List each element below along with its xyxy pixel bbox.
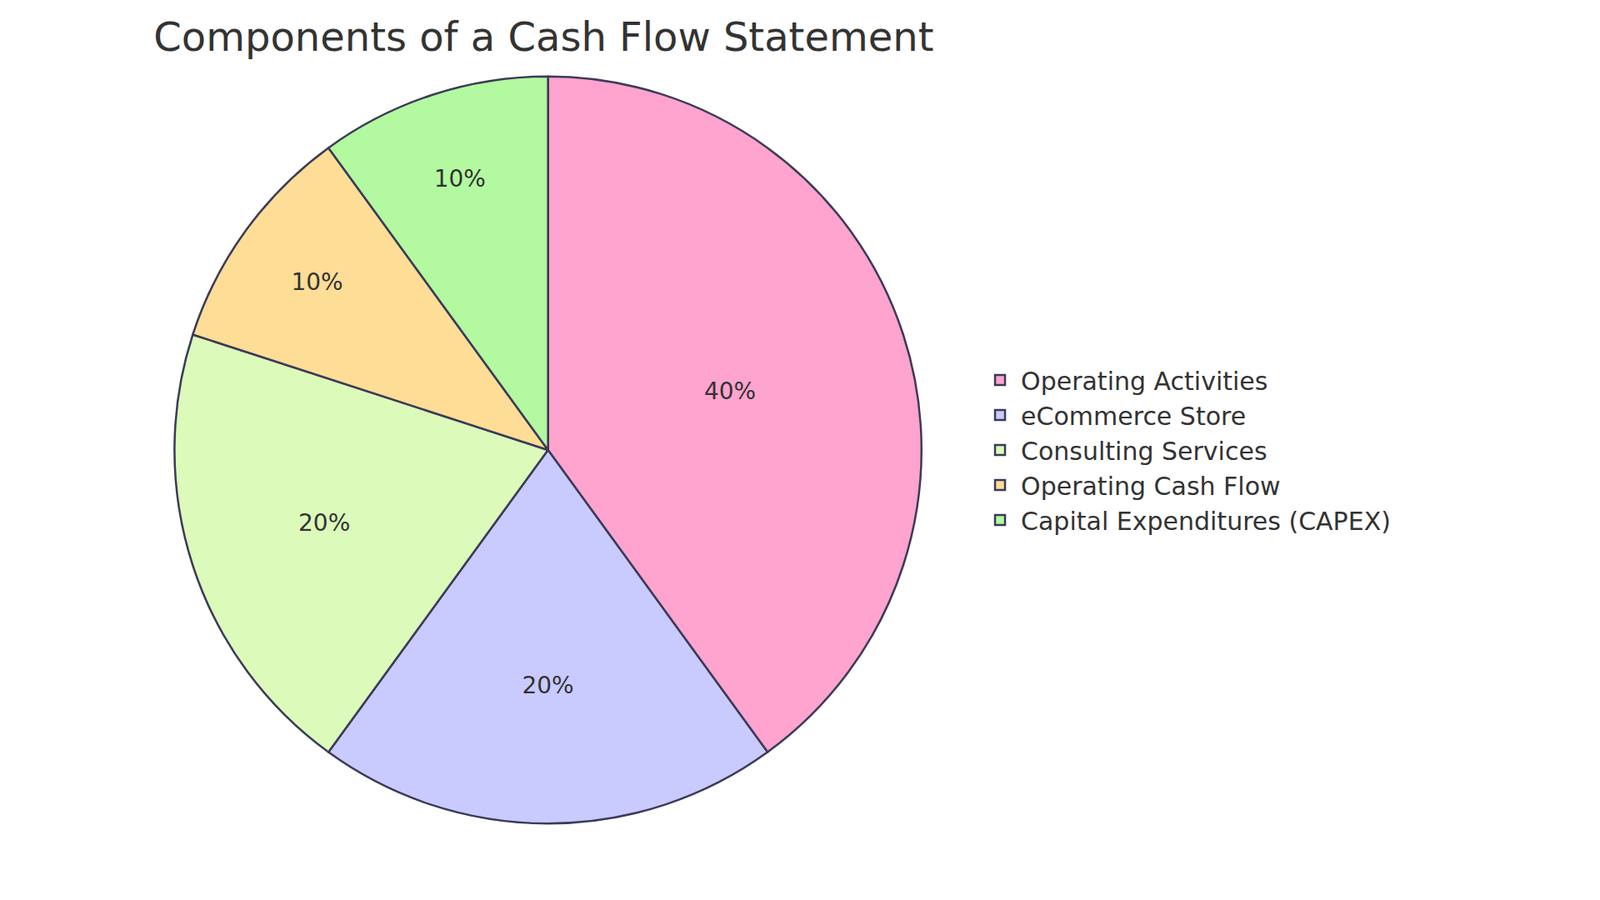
svg-text:10%: 10% — [434, 165, 486, 193]
svg-text:Operating Cash Flow: Operating Cash Flow — [1020, 471, 1281, 501]
svg-text:10%: 10% — [290, 268, 343, 296]
svg-text:20%: 20% — [298, 509, 350, 537]
svg-text:40%: 40% — [704, 377, 756, 405]
svg-text:Capital Expenditures (CAPEX): Capital Expenditures (CAPEX) — [1020, 506, 1391, 536]
svg-text:20%: 20% — [521, 671, 574, 700]
svg-text:Components of a Cash Flow Stat: Components of a Cash Flow Statement — [153, 13, 934, 60]
svg-text:Consulting Services: Consulting Services — [1020, 436, 1268, 466]
svg-text:Operating Activities: Operating Activities — [1020, 366, 1268, 396]
svg-text:eCommerce Store: eCommerce Store — [1020, 401, 1246, 431]
